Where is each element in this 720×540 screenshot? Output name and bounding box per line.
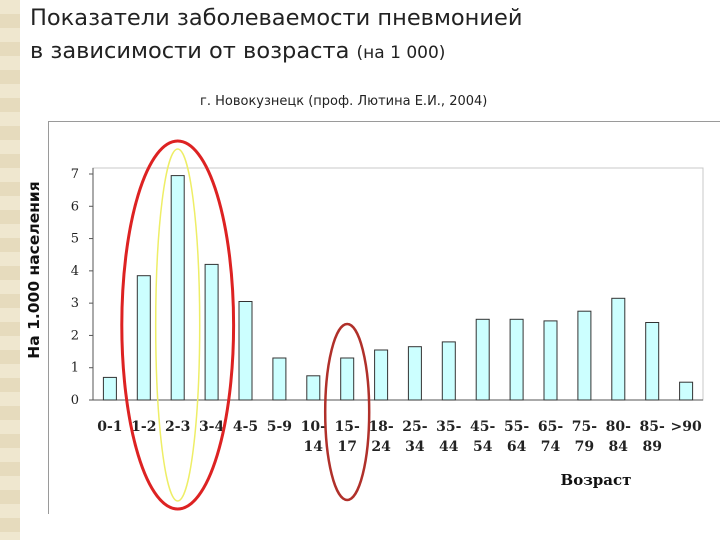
y-tick-label: 2 [71,328,79,343]
highlight-ellipse-3 [323,322,371,502]
y-tick-label: 6 [71,199,79,214]
x-tick-label: 65- [538,419,563,435]
x-tick-label: 3-4 [199,419,225,435]
y-tick-label: 1 [71,361,79,376]
bar-10-14 [306,375,321,401]
x-tick-label: 34 [405,439,425,455]
chart-frame [48,121,720,514]
bar-1-2 [136,275,151,401]
x-tick-label: 10- [301,419,326,435]
bars [102,175,694,401]
bar-0-1 [102,376,117,401]
bar-2-3 [170,175,185,401]
slide-title: Показатели заболеваемости пневмонией в з… [30,2,710,70]
x-tick-label: 44 [439,439,459,455]
bar-35-44 [441,341,456,401]
bar-85-89 [645,322,660,401]
decor-stripes [0,0,20,540]
x-tick-label: 4-5 [233,419,258,435]
bar-15-17 [340,357,355,401]
highlight-ellipse-2 [154,148,201,502]
x-tick-label: 79 [575,439,594,455]
x-tick-label: 25- [402,419,427,435]
x-tick-label: 84 [609,439,629,455]
x-tick-label: 85- [640,419,665,435]
bar-55-64 [509,318,524,401]
bar-5-9 [272,357,287,401]
bar-80-84 [611,297,626,401]
bar-18-24 [374,349,389,401]
bar-4-5 [238,301,253,401]
x-tick-label: 15- [335,419,360,435]
bar-25-34 [407,346,422,401]
bar-65-74 [543,320,558,401]
x-tick-label: 55- [504,419,529,435]
x-tick-label: 18- [368,419,393,435]
x-tick-label: 24 [371,439,391,455]
x-tick-label: 35- [436,419,461,435]
slide-decor-band [0,0,20,540]
x-tick-label: 89 [642,439,661,455]
x-tick-label: 1-2 [131,419,156,435]
chart-subtitle: г. Новокузнецк (проф. Лютина Е.И., 2004) [200,94,488,109]
y-tick-label: 7 [71,167,79,182]
y-tick-label: 0 [71,393,79,408]
x-tick-label: 5-9 [267,419,292,435]
x-tick-label: 0-1 [97,419,122,435]
x-tick-label: 64 [507,439,527,455]
bar->90 [679,381,694,401]
y-tick-label: 5 [71,232,79,247]
x-tick-labels: 0-1 1-2 2-3 3-4 4-5 5-9 10- 14 15- 17 18- 24 25- 34 35… [97,419,702,455]
bar-45-54 [475,318,490,401]
y-tick-label: 4 [71,264,79,279]
x-tick-label: 54 [473,439,493,455]
x-tick-label: 74 [541,439,561,455]
title-line-1: Показатели заболеваемости пневмонией [30,5,523,31]
y-axis: 0 1 2 3 4 5 6 7 [71,167,703,408]
x-tick-label: 14 [304,439,324,455]
x-tick-label: 17 [337,439,356,455]
bar-75-79 [577,310,592,401]
title-line-2: в зависимости от возраста [30,38,350,64]
x-tick-label: 80- [606,419,631,435]
bar-3-4 [204,263,219,401]
x-axis-title: Возраст [561,471,632,489]
x-tick-label: 45- [470,419,495,435]
y-tick-label: 3 [71,296,79,311]
x-tick-label: >90 [670,419,701,435]
highlight-ellipses [120,139,371,511]
highlight-ellipse-1 [120,139,236,511]
title-suffix: (на 1 000) [356,43,446,63]
x-tick-label: 75- [572,419,597,435]
x-tick-label: 2-3 [165,419,190,435]
